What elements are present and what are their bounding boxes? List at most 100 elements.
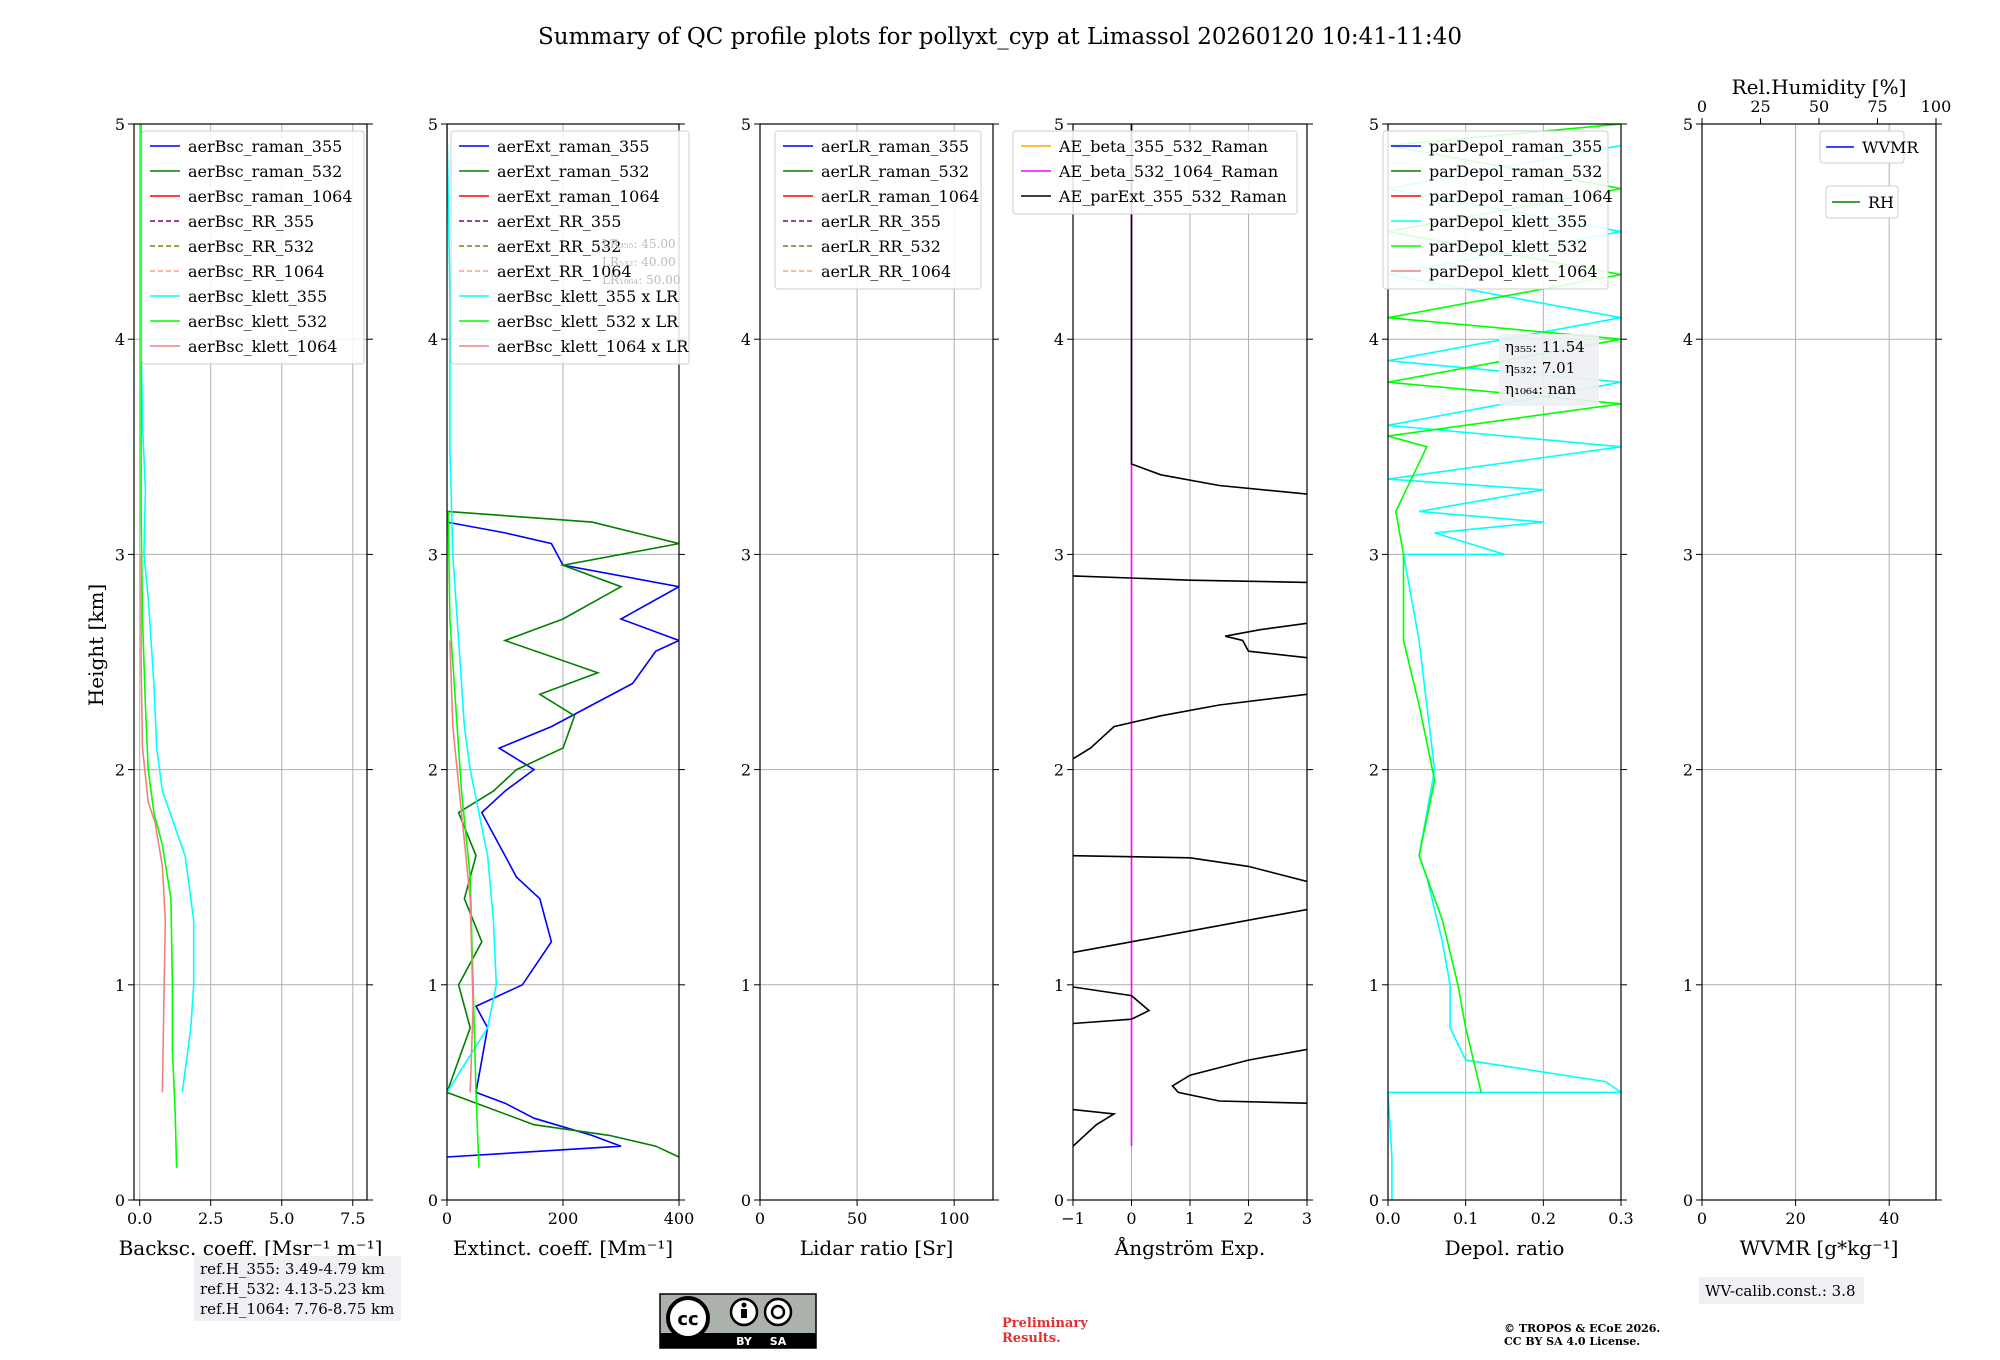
y-tick-label: 5 (1054, 115, 1064, 134)
legend-label: aerBsc_raman_355 (188, 137, 342, 156)
y-tick-label: 4 (428, 330, 438, 349)
preliminary-line2: Results. (1002, 1331, 1061, 1346)
legend-label: aerBsc_RR_532 (188, 237, 314, 256)
panel-3: 0 50 100 0 1 2 3 4 5 Lidar ratio [Sr] aerLR_raman_… (741, 115, 999, 1260)
legend-label: aerBsc_RR_1064 (188, 262, 324, 281)
eta-annotation: η₃₅₅: 11.54 (1505, 338, 1585, 356)
y-tick-label: 4 (1054, 330, 1064, 349)
wv-calib-box: WV-calib.const.: 3.8 (1699, 1277, 1864, 1304)
y-tick-label: 5 (1369, 115, 1379, 134)
y-tick-label: 2 (1054, 761, 1064, 780)
y-tick-label: 2 (428, 761, 438, 780)
legend-label: aerLR_RR_355 (821, 212, 941, 231)
y-tick-label: 4 (115, 330, 125, 349)
legend: aerExt_raman_355 aerExt_raman_532 aerExt_r… (450, 130, 690, 365)
legend-box (1012, 130, 1298, 215)
copyright-line1: © TROPOS & ECoE 2026. (1504, 1322, 1660, 1335)
y-tick-label: 2 (115, 761, 125, 780)
axes-frame (759, 123, 994, 1201)
series-AE_parExt_355_532_Raman (1130, 124, 1307, 495)
legend-label: parDepol_raman_532 (1429, 162, 1602, 181)
series-aerBsc_klett_532 (140, 124, 178, 1168)
refh-1064: ref.H_1064: 7.76-8.75 km (200, 1300, 394, 1318)
x-tick-label: 40 (1879, 1209, 1899, 1228)
x-tick-label: −1 (1061, 1209, 1085, 1228)
legend-label: aerExt_raman_532 (497, 162, 650, 181)
by-icon-body (741, 1309, 747, 1318)
legend-box (141, 130, 365, 365)
y-tick-label: 5 (115, 115, 125, 134)
x-axis-label: Ångström Exp. (1114, 1235, 1265, 1260)
legend-label: parDepol_klett_355 (1429, 212, 1587, 231)
panel-6: 0 20 40 0 1 2 3 4 5 WVMR [g*kg⁻¹] 0 25 50 75 100 Rel.Hu… (1683, 75, 1951, 1260)
legend-label: aerLR_raman_1064 (821, 187, 979, 206)
legend: aerLR_raman_355 aerLR_raman_532 aerLR_rama… (774, 130, 982, 290)
x-axis-label: Lidar ratio [Sr] (800, 1236, 954, 1260)
preliminary-line1: Preliminary (1002, 1316, 1088, 1331)
by-icon-head (741, 1302, 747, 1308)
y-tick-label: 3 (1369, 545, 1379, 564)
x-tick-label: 2.5 (198, 1209, 223, 1228)
legend: AE_beta_355_532_Raman AE_beta_532_1064_Ra… (1012, 130, 1298, 215)
legend-label: aerExt_RR_1064 (497, 262, 632, 281)
series-AE_parExt_355_532_Raman (1224, 622, 1307, 659)
y-tick-label: 5 (1683, 115, 1693, 134)
series-aerBsc_klett_355 x LR (447, 124, 498, 1093)
panel-5: 0.0 0.1 0.2 0.3 0 1 2 3 4 5 Depol. ratio parDepol_r… (1369, 115, 1634, 1260)
wv-calib-bg (1699, 1277, 1864, 1304)
sa-icon-arrow (770, 1304, 786, 1320)
x-tick-label: 0 (442, 1209, 452, 1228)
legend-label: parDepol_klett_1064 (1429, 262, 1598, 281)
x-axis-label: WVMR [g*kg⁻¹] (1740, 1236, 1899, 1260)
cc-icon-text: cc (677, 1309, 698, 1330)
x-tick-label: 100 (939, 1209, 970, 1228)
y-tick-label: 2 (741, 761, 751, 780)
legend-label: aerBsc_RR_355 (188, 212, 314, 231)
legend-label: aerBsc_klett_532 (188, 312, 327, 331)
legend-label: aerBsc_raman_1064 (188, 187, 353, 206)
legend-label: aerBsc_klett_1064 x LR (497, 337, 689, 356)
refh-532: ref.H_532: 4.13-5.23 km (200, 1280, 385, 1298)
legend-label: aerExt_RR_532 (497, 237, 621, 256)
sa-label: SA (770, 1335, 787, 1348)
legend-box (1819, 130, 1905, 164)
legend-label: AE_beta_532_1064_Raman (1058, 162, 1278, 181)
legend-box (1825, 185, 1899, 219)
legend-label: WVMR (1862, 138, 1919, 157)
lr-annotation: LR₃₅₅: 45.00 (602, 237, 676, 251)
y-tick-label: 4 (1369, 330, 1379, 349)
lr-annotation: LR₁₀₆₄: 50.00 (602, 273, 680, 287)
panel-2: 0 200 400 0 1 2 3 4 5 Extinct. coeff. [Mm⁻¹] aerEx… (428, 115, 694, 1260)
legend-label: aerBsc_klett_532 x LR (497, 312, 679, 331)
legend: WVMR RH (1819, 130, 1919, 219)
top-tick-label: 75 (1867, 97, 1887, 116)
y-tick-label: 1 (1054, 976, 1064, 995)
top-tick-label: 100 (1921, 97, 1952, 116)
lr-annotation: LR₅₃₂: 40.00 (602, 255, 676, 269)
y-tick-label: 3 (428, 545, 438, 564)
series-AE_parExt_355_532_Raman (1073, 575, 1307, 584)
y-tick-label: 1 (1683, 976, 1693, 995)
axes-frame (133, 123, 368, 1201)
x-tick-label: 0 (1697, 1209, 1707, 1228)
legend-label: aerBsc_klett_355 (188, 287, 327, 306)
series-aerExt_raman_355 (447, 521, 679, 1158)
y-tick-label: 3 (1054, 545, 1064, 564)
legend-label: aerBsc_klett_355 x LR (497, 287, 679, 306)
y-tick-label: 1 (428, 976, 438, 995)
x-tick-label: 5.0 (269, 1209, 294, 1228)
x-axis-label: Extinct. coeff. [Mm⁻¹] (453, 1236, 673, 1260)
top-tick-label: 25 (1750, 97, 1770, 116)
legend-label: aerLR_RR_532 (821, 237, 941, 256)
y-axis-label: Height [km] (84, 584, 108, 706)
x-tick-label: 0.3 (1608, 1209, 1633, 1228)
wv-calib-text: WV-calib.const.: 3.8 (1705, 1282, 1856, 1300)
series-AE_parExt_355_532_Raman (1073, 854, 1307, 883)
series-parDepol_klett_355 (1388, 144, 1621, 1200)
series-group (1073, 124, 1307, 1147)
y-tick-label: 4 (1683, 330, 1693, 349)
y-tick-label: 1 (115, 976, 125, 995)
